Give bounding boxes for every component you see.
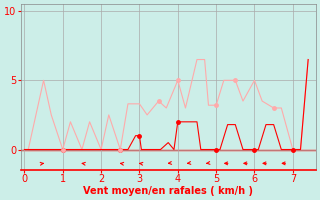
X-axis label: Vent moyen/en rafales ( km/h ): Vent moyen/en rafales ( km/h ) <box>83 186 253 196</box>
